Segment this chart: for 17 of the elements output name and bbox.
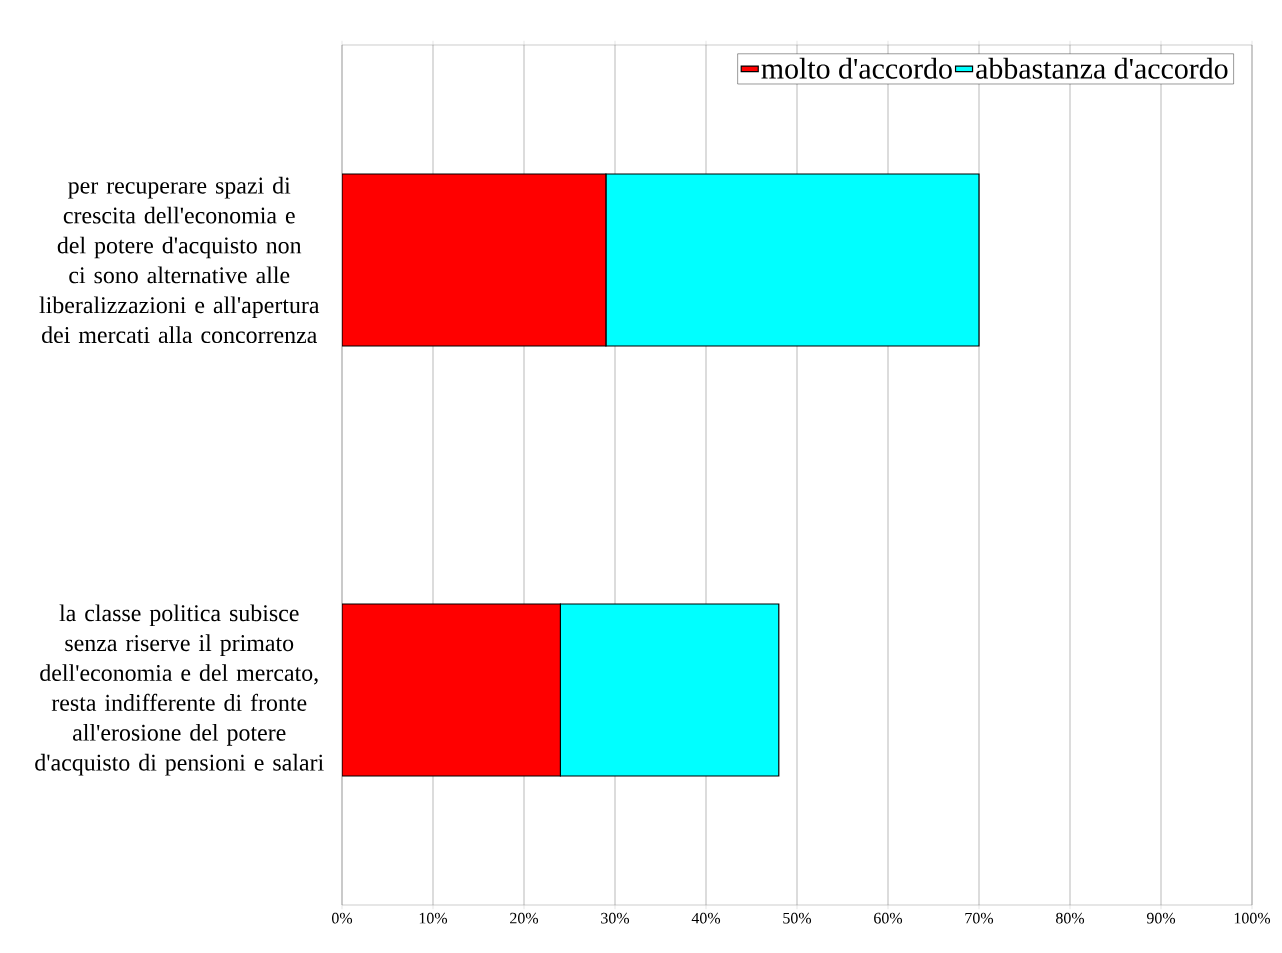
y-tick-label: per recuperare spazi di crescita dell'economia e del potere d'acquisto non ci sono alternative alle liberalizzazioni e all'apertura dei mercati alla concorrenza	[39, 176, 320, 344]
x-tick-label: 50%	[783, 912, 812, 924]
x-tick-label: 80%	[1056, 912, 1085, 924]
x-tick-label: 40%	[691, 912, 721, 924]
x-tick-label: 0%	[331, 912, 353, 924]
bar	[342, 603, 561, 777]
x-tick-label: 70%	[965, 912, 994, 924]
x-tick-label: 30%	[601, 912, 630, 924]
x-tick-label: 20%	[510, 912, 539, 924]
legend-label: abbastanza d'accordo	[976, 57, 1228, 79]
x-tick-label: 90%	[1146, 912, 1176, 924]
x-tick-label: 60%	[874, 912, 903, 924]
x-tick-label: 100%	[1234, 912, 1271, 924]
legend-label: molto d'accordo	[761, 57, 952, 79]
x-tick-label: 10%	[419, 912, 448, 924]
y-tick-label: la classe politica subisce senza riserve il primato dell'economia e del mercato, resta indifferente di fronte all'erosione del potere d'acquisto di pensioni e salari	[35, 604, 324, 776]
bar	[342, 173, 607, 347]
